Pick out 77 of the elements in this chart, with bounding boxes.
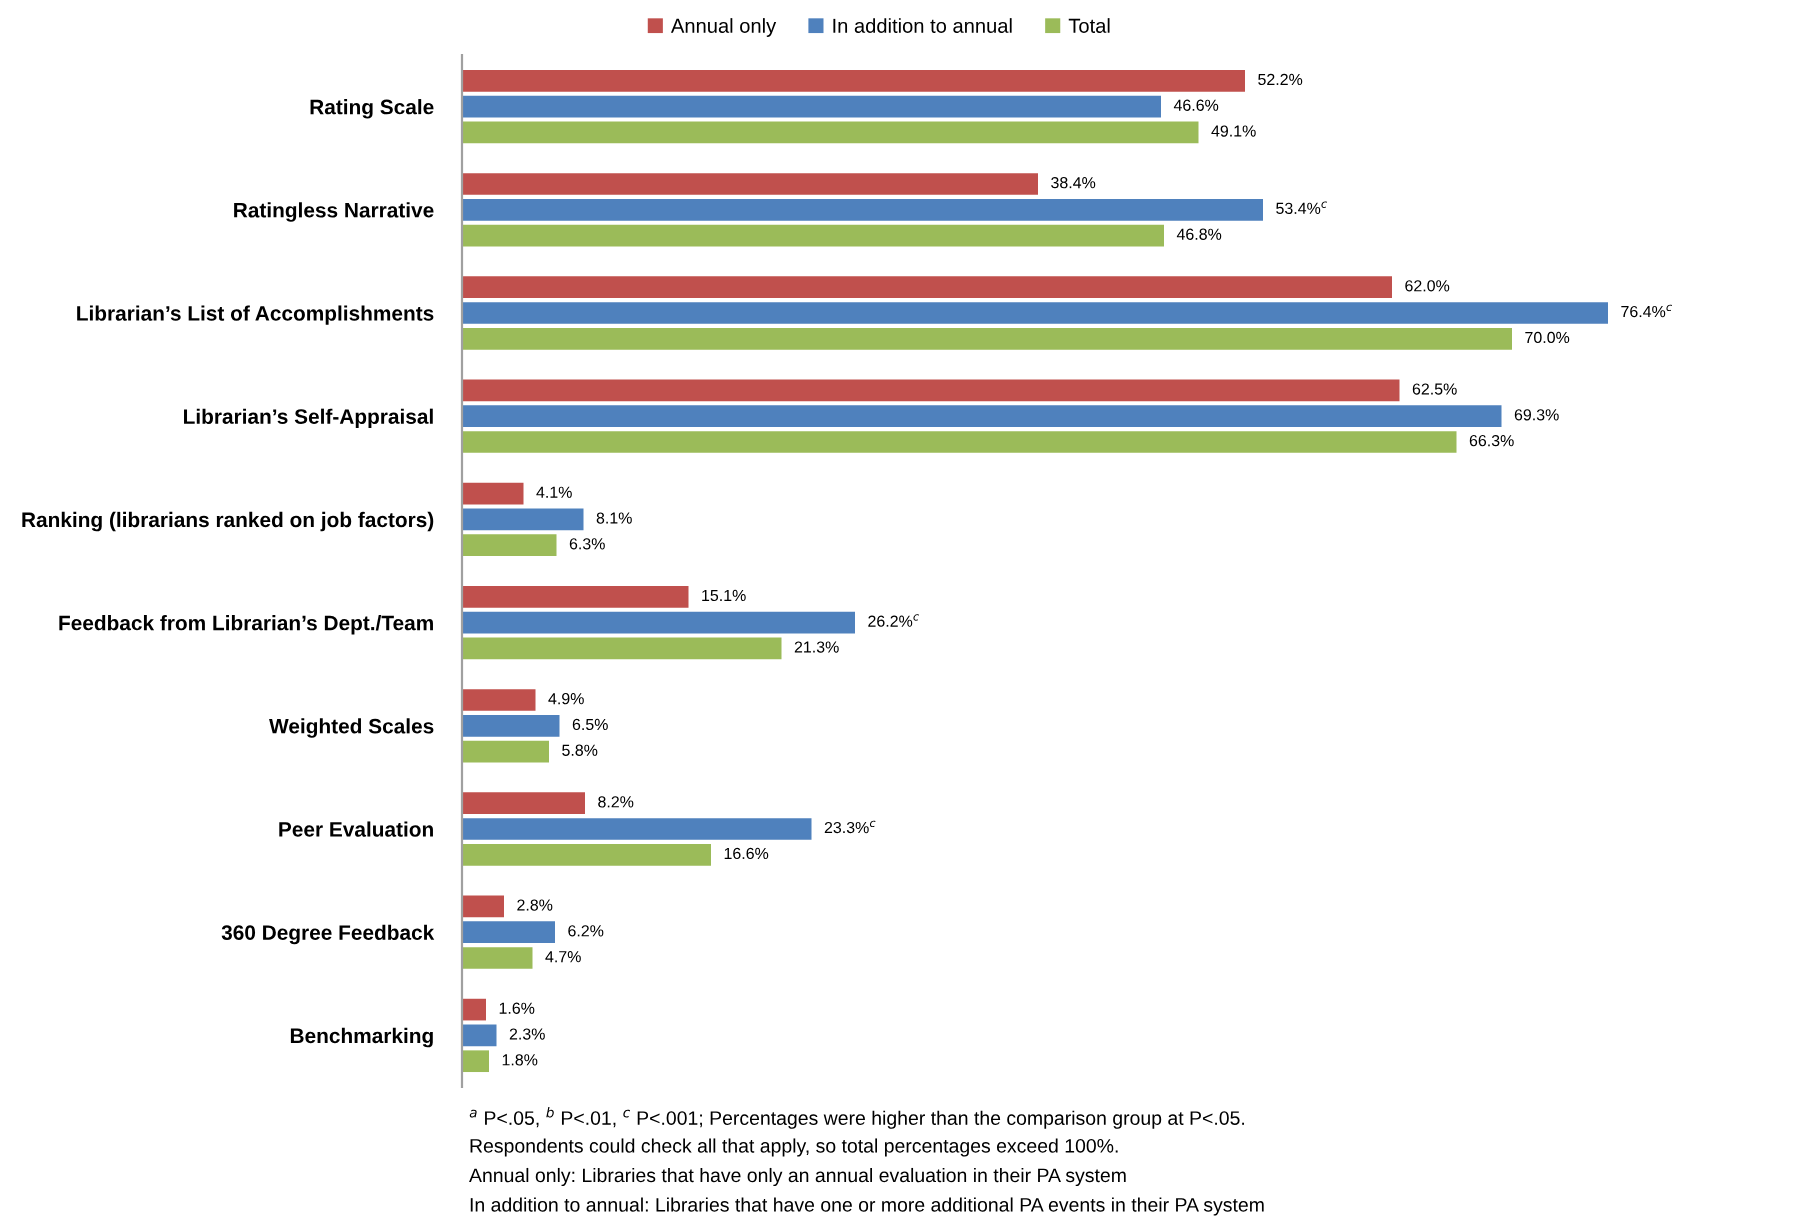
bar [462,534,557,557]
data-label: 23.3%$^{c}$ [824,820,876,834]
data-label: 62.0% [1405,280,1450,292]
data-label: 26.2%$^{c}$ [868,614,919,627]
data-label: 62.5% [1412,383,1457,395]
text: Annual only: Libraries that have only an annual evaluation in their PA system [469,1167,1126,1187]
data-label: 53.4%$^{c}$ [1276,201,1327,214]
bar [462,714,560,737]
data-label: 46.6% [1173,99,1219,111]
y-tick-label: Feedback from Librarian’s Dept./Team [59,615,433,635]
y-tick-label: Peer Evaluation [279,821,433,837]
data-label: 66.3% [1469,434,1514,447]
text: Respondents could check all that apply, so total percentages exceed 100%. [470,1138,1118,1157]
bar [462,740,549,763]
data-label: 4.9% [548,692,584,705]
data-label: 76.4%$^{c}$ [1621,304,1672,318]
data-label: 6.3% [569,538,605,550]
data-label: 1.8% [502,1054,538,1066]
text: In addition to annual: Libraries that have one or more additional PA events in their PA system [470,1197,1264,1216]
data-label: 5.8% [562,744,598,756]
bar [462,69,1245,92]
legend-label: Annual only [670,18,777,37]
bar [462,921,555,944]
bar [462,431,1457,453]
data-label: 49.1% [1211,125,1256,137]
data-label: 46.8% [1176,228,1222,240]
bar [462,327,1512,350]
data-label: 16.6% [724,847,769,860]
legend-label: In addition to annual [833,18,1012,33]
y-tick-label: Ratingless Narrative [234,202,434,222]
y-tick-label: Weighted Scales [269,718,434,738]
bar [462,792,585,815]
y-tick-label: Rating Scale [310,99,434,119]
data-label: 8.2% [598,796,634,808]
data-label: 52.2% [1258,73,1303,86]
data-label: 8.1% [596,512,632,524]
bar [462,508,584,531]
data-label: 6.5% [572,718,608,731]
data-label: 2.8% [517,899,553,911]
bar [462,482,524,505]
bar [462,1024,497,1047]
bar [462,818,812,840]
y-tick-label: Ranking (librarians ranked on job factors) [22,511,434,532]
bar [462,379,1400,402]
bar [462,637,782,660]
bar [462,689,536,711]
y-tick-label: Benchmarking [290,1027,433,1048]
bar [462,276,1392,299]
data-label: 69.3% [1514,409,1559,421]
bar [462,95,1161,118]
bar [462,302,1608,324]
bar [462,173,1038,195]
data-label: 4.7% [545,951,581,963]
legend-label: Total [1068,18,1110,33]
data-label: 21.3% [794,641,839,653]
bar [462,843,711,866]
data-label: 6.2% [568,925,604,937]
y-tick-label: Librarian’s Self-Appraisal [184,408,433,429]
data-label: 2.3% [509,1028,545,1040]
bar [462,585,689,608]
data-label: 15.1% [702,589,746,602]
bar [462,895,504,918]
text: $^{a}$ P<.05, $^{b}$ P<.01, $^{c}$ P<.001; Percentages were higher than the comparison group at P<.05. [469,1107,1245,1129]
bar [462,611,855,634]
data-label: 38.4% [1051,176,1096,189]
data-label: 70.0% [1525,331,1570,344]
y-tick-label: 360 Degree Feedback [221,924,435,945]
bar [462,998,486,1021]
bar [462,224,1164,247]
data-label: 1.6% [499,1002,535,1014]
bar [462,121,1199,144]
y-tick-label: Librarian’s List of Accomplishments [77,305,434,325]
bar [462,198,1263,221]
bar [462,947,533,969]
data-label: 4.1% [536,486,572,498]
bar [462,405,1502,428]
bar [462,1050,489,1073]
